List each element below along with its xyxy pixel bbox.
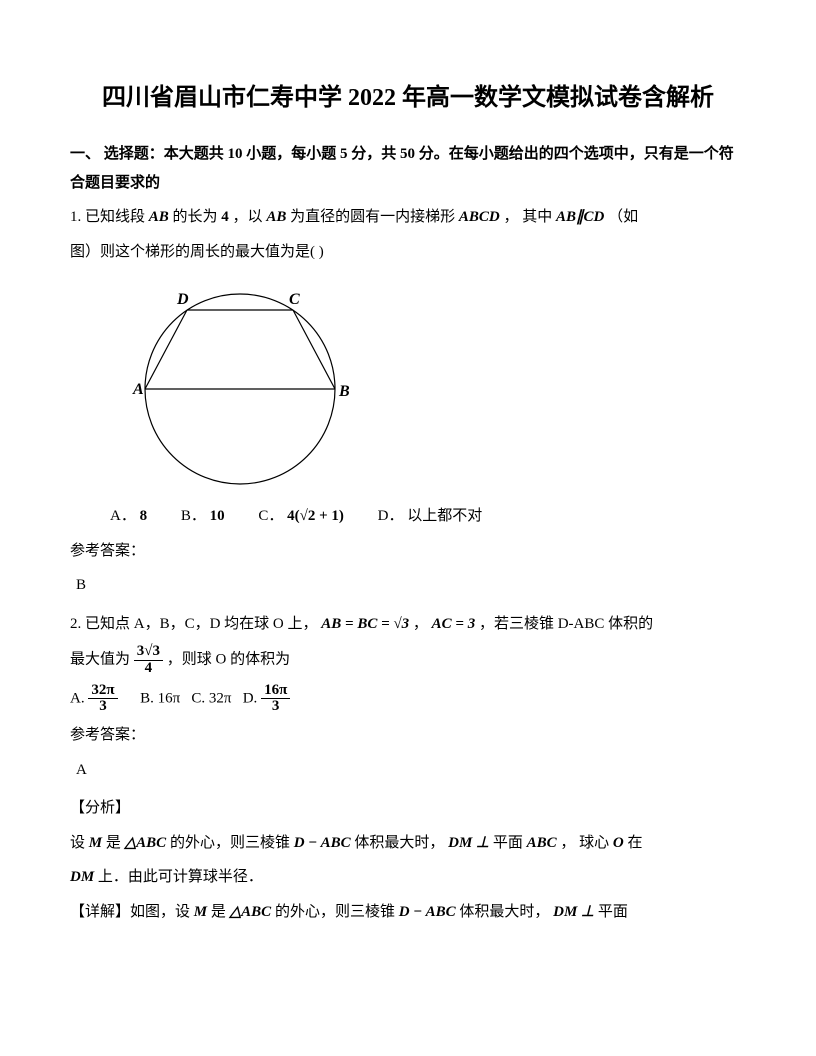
- text: 的外心，则三棱锥: [275, 904, 395, 920]
- q1-abcd: ABCD: [459, 209, 500, 225]
- q1-text: 1. 已知线段: [70, 209, 145, 225]
- q1-rel: AB∥CD: [556, 209, 604, 225]
- frac-num: 16π: [261, 683, 290, 700]
- sym-dm-perp2: DM ⊥: [553, 904, 594, 920]
- sym-dm-perp: DM ⊥: [448, 835, 489, 851]
- q1-text: ， 其中: [503, 209, 552, 225]
- q1-answer: B: [76, 571, 746, 600]
- sym-abc: ABC: [527, 835, 557, 851]
- q2-analysis-heading: 【分析】: [70, 794, 746, 823]
- q1-text: ，以: [233, 209, 263, 225]
- text: 是: [211, 904, 226, 920]
- q2-option-b: B. 16π: [140, 690, 180, 706]
- q2-analysis-line2: DM 上．由此可计算球半径．: [70, 863, 746, 892]
- text: 体积最大时，: [354, 835, 444, 851]
- q2-options: A. 32π 3 B. 16π C. 32π D. 16π 3: [70, 683, 746, 716]
- q2-option-d-val: 16π 3: [261, 683, 290, 716]
- opt-value: 以上都不对: [407, 508, 482, 524]
- q1-ab: AB: [149, 209, 169, 225]
- text: 的外心，则三棱锥: [170, 835, 290, 851]
- sym-dabc: D − ABC: [294, 835, 351, 851]
- label-a: A: [132, 381, 144, 398]
- label-d: D: [176, 291, 189, 308]
- sym-m2: M: [194, 904, 207, 920]
- q2-detail-line1: 【详解】如图，设 M 是 △ABC 的外心，则三棱锥 D − ABC 体积最大时…: [70, 898, 746, 927]
- q2-line1: 2. 已知点 A，B，C，D 均在球 O 上， AB = BC = √3 ， A…: [70, 610, 746, 639]
- q2-answer: A: [76, 756, 746, 785]
- frac-den: 4: [134, 661, 163, 677]
- exam-page: 四川省眉山市仁寿中学 2022 年高一数学文模拟试卷含解析 一、 选择题：本大题…: [0, 0, 816, 1056]
- opt-value: 10: [210, 508, 225, 524]
- q1-text: 的长为: [173, 209, 218, 225]
- q2-answer-heading: 参考答案：: [70, 721, 746, 750]
- q2-eq2: AC = 3: [432, 616, 476, 632]
- text: 平面: [598, 904, 628, 920]
- text: ， 球心: [560, 835, 609, 851]
- opt-label: C．: [258, 508, 283, 524]
- opt-label: B．: [181, 508, 206, 524]
- page-title: 四川省眉山市仁寿中学 2022 年高一数学文模拟试卷含解析: [70, 80, 746, 116]
- sym-tri-abc2: △ABC: [230, 904, 272, 920]
- text: 体积最大时，: [459, 904, 549, 920]
- text: 上．由此可计算球半径．: [98, 869, 263, 885]
- q1-diagram: A B C D: [110, 274, 360, 494]
- opt-value: 4(√2 + 1): [287, 508, 344, 524]
- text: 平面: [493, 835, 523, 851]
- sym-m: M: [89, 835, 102, 851]
- text: 在: [628, 835, 643, 851]
- q2-analysis-line1: 设 M 是 △ABC 的外心，则三棱锥 D − ABC 体积最大时， DM ⊥ …: [70, 829, 746, 858]
- text: 设: [70, 835, 85, 851]
- frac-num: 32π: [88, 683, 117, 700]
- line-ad: [145, 310, 187, 389]
- q1-option-d: D． 以上都不对: [378, 502, 483, 531]
- sym-tri-abc: △ABC: [125, 835, 167, 851]
- q1-line1: 1. 已知线段 AB 的长为 4 ，以 AB 为直径的圆有一内接梯形 ABCD …: [70, 203, 746, 232]
- frac-den: 3: [88, 699, 117, 715]
- q2-text: ，则球 O 的体积为: [167, 652, 290, 668]
- q2-eq1: AB = BC = √3: [321, 616, 409, 632]
- q1-ab2: AB: [266, 209, 286, 225]
- q1-text: （如: [608, 209, 638, 225]
- opt-value: 8: [140, 508, 148, 524]
- opt-label: D.: [243, 690, 258, 706]
- frac-num: 3√3: [134, 644, 163, 661]
- section-1-heading: 一、 选择题：本大题共 10 小题，每小题 5 分，共 50 分。在每小题给出的…: [70, 140, 746, 197]
- q1-line2: 图）则这个梯形的周长的最大值为是( ): [70, 238, 746, 267]
- sym-o: O: [613, 835, 624, 851]
- q1-option-b: B． 10: [181, 502, 225, 531]
- q2-text: ，: [413, 616, 428, 632]
- q2-text: ，若三棱锥 D-ABC 体积的: [479, 616, 653, 632]
- q1-text: 为直径的圆有一内接梯形: [290, 209, 455, 225]
- label-c: C: [289, 291, 300, 308]
- text: 【详解】如图，设: [70, 904, 190, 920]
- opt-label: A．: [110, 508, 136, 524]
- q2-text: 最大值为: [70, 652, 130, 668]
- q1-option-c: C． 4(√2 + 1): [258, 502, 344, 531]
- line-bc: [293, 310, 335, 389]
- q1-four: 4: [221, 209, 229, 225]
- q2-option-a-val: 32π 3: [88, 683, 117, 716]
- q1-options: A． 8 B． 10 C． 4(√2 + 1) D． 以上都不对: [110, 502, 746, 531]
- q1-answer-heading: 参考答案：: [70, 537, 746, 566]
- sym-dabc2: D − ABC: [399, 904, 456, 920]
- q2-option-c: C. 32π: [191, 690, 231, 706]
- q2-frac-max: 3√3 4: [134, 644, 163, 677]
- text: 是: [106, 835, 121, 851]
- opt-label: D．: [378, 508, 404, 524]
- opt-label: A.: [70, 690, 85, 706]
- q2-text: 2. 已知点 A，B，C，D 均在球 O 上，: [70, 616, 318, 632]
- q1-option-a: A． 8: [110, 502, 147, 531]
- frac-den: 3: [261, 699, 290, 715]
- sym-dm: DM: [70, 869, 94, 885]
- label-b: B: [338, 383, 350, 400]
- q2-line2: 最大值为 3√3 4 ，则球 O 的体积为: [70, 644, 746, 677]
